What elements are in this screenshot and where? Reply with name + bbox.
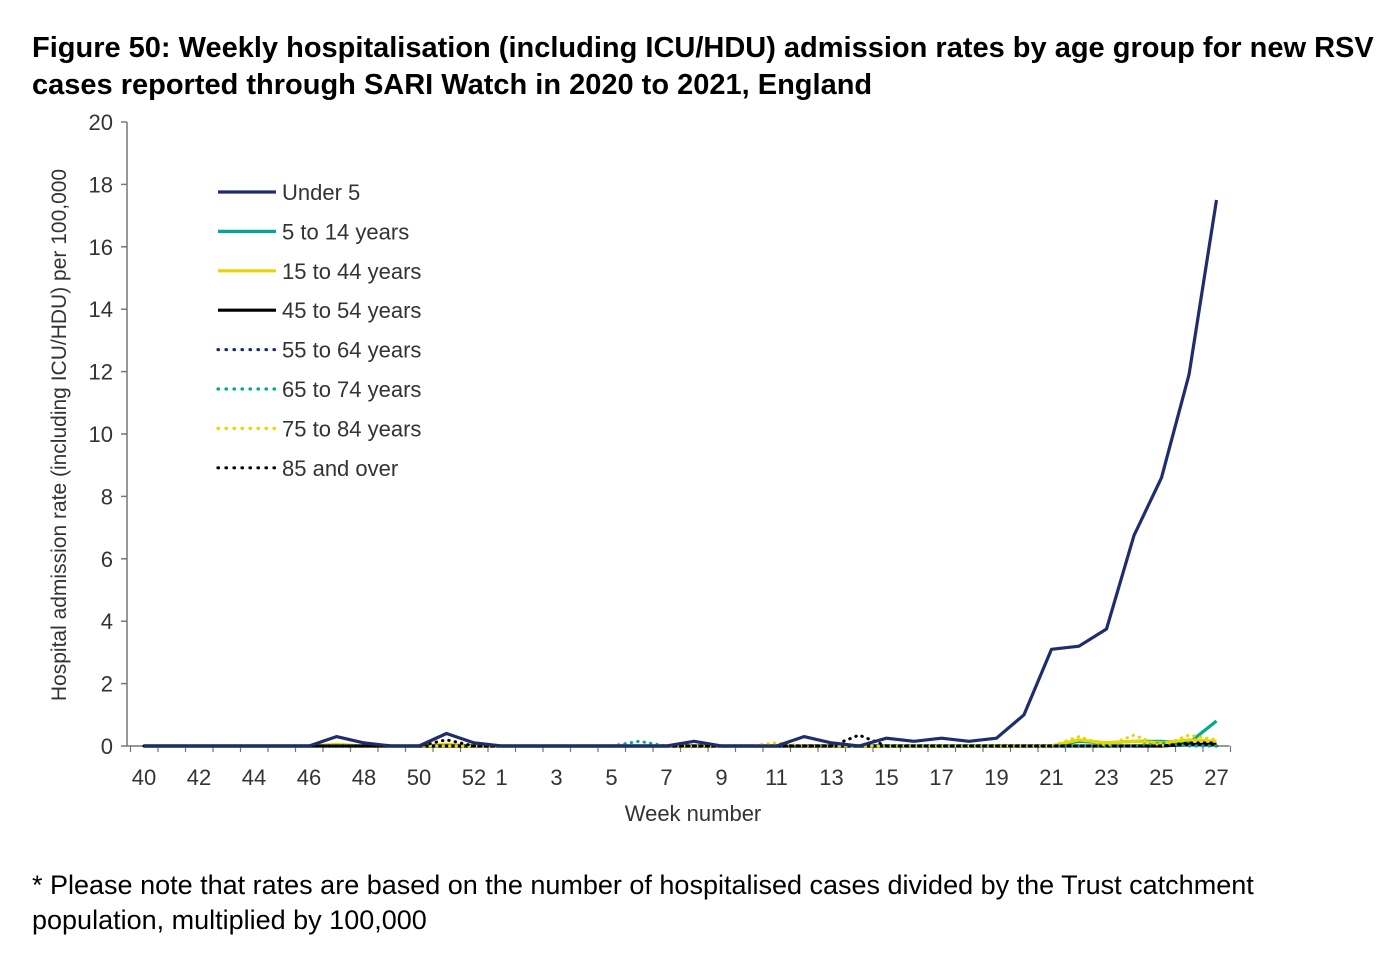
legend: Under 5 5 to 14 years 15 to 44 years 45 to …: [216, 180, 421, 481]
x-tick-label: 48: [352, 765, 376, 790]
y-tick-label: 8: [101, 484, 113, 509]
legend-label: 45 to 54 years: [282, 298, 421, 323]
x-tick-label: 1: [495, 765, 507, 790]
legend-label: 75 to 84 years: [282, 416, 421, 441]
legend-label: Under 5: [282, 180, 360, 205]
y-tick-label: 10: [89, 422, 113, 447]
x-tick-label: 23: [1094, 765, 1118, 790]
y-tick-label: 18: [89, 172, 113, 197]
y-axis-label: Hospital admission rate (including ICU/H…: [48, 169, 71, 701]
series-line-45-to-54-years: [144, 742, 1217, 748]
x-tick-label: 25: [1149, 765, 1173, 790]
y-tick-label: 0: [101, 734, 113, 759]
x-tick-label: 5: [605, 765, 617, 790]
x-tick-label: 44: [242, 765, 266, 790]
x-tick-label: 7: [660, 765, 672, 790]
y-tick-label: 4: [101, 609, 113, 634]
x-tick-label: 13: [819, 765, 843, 790]
x-tick-label: 15: [874, 765, 898, 790]
x-axis-label: Week number: [625, 801, 762, 826]
y-tick-label: 16: [89, 235, 113, 260]
x-tick-label: 9: [715, 765, 727, 790]
footnote: * Please note that rates are based on th…: [32, 870, 1254, 935]
series-layer: [142, 199, 1219, 748]
x-tick-label: 19: [984, 765, 1008, 790]
x-tick-label: 50: [407, 765, 431, 790]
x-tick-label: 46: [297, 765, 321, 790]
x-tick-label: 11: [765, 765, 788, 790]
y-tick-label: 2: [101, 672, 113, 697]
legend-label: 15 to 44 years: [282, 259, 421, 284]
x-tick-label: 21: [1039, 765, 1063, 790]
legend-label: 65 to 74 years: [282, 377, 421, 402]
x-tick-label: 17: [929, 765, 953, 790]
y-tick-label: 20: [89, 110, 113, 135]
x-tick-label: 3: [550, 765, 562, 790]
legend-label: 55 to 64 years: [282, 338, 421, 363]
x-tick-label: 27: [1204, 765, 1228, 790]
x-tick-label: 40: [132, 765, 156, 790]
legend-label: 85 and over: [282, 456, 398, 481]
y-tick-label: 14: [89, 297, 113, 322]
line-chart: Hospital admission rate (including ICU/H…: [48, 110, 1232, 826]
y-tick-label: 12: [89, 360, 113, 385]
x-tick-label: 52: [462, 765, 486, 790]
legend-label: 5 to 14 years: [282, 219, 409, 244]
x-tick-label: 42: [187, 765, 211, 790]
series-line-under-5: [144, 199, 1219, 748]
y-tick-label: 6: [101, 547, 113, 572]
chart-title: Figure 50: Weekly hospitalisation (inclu…: [32, 32, 1374, 101]
